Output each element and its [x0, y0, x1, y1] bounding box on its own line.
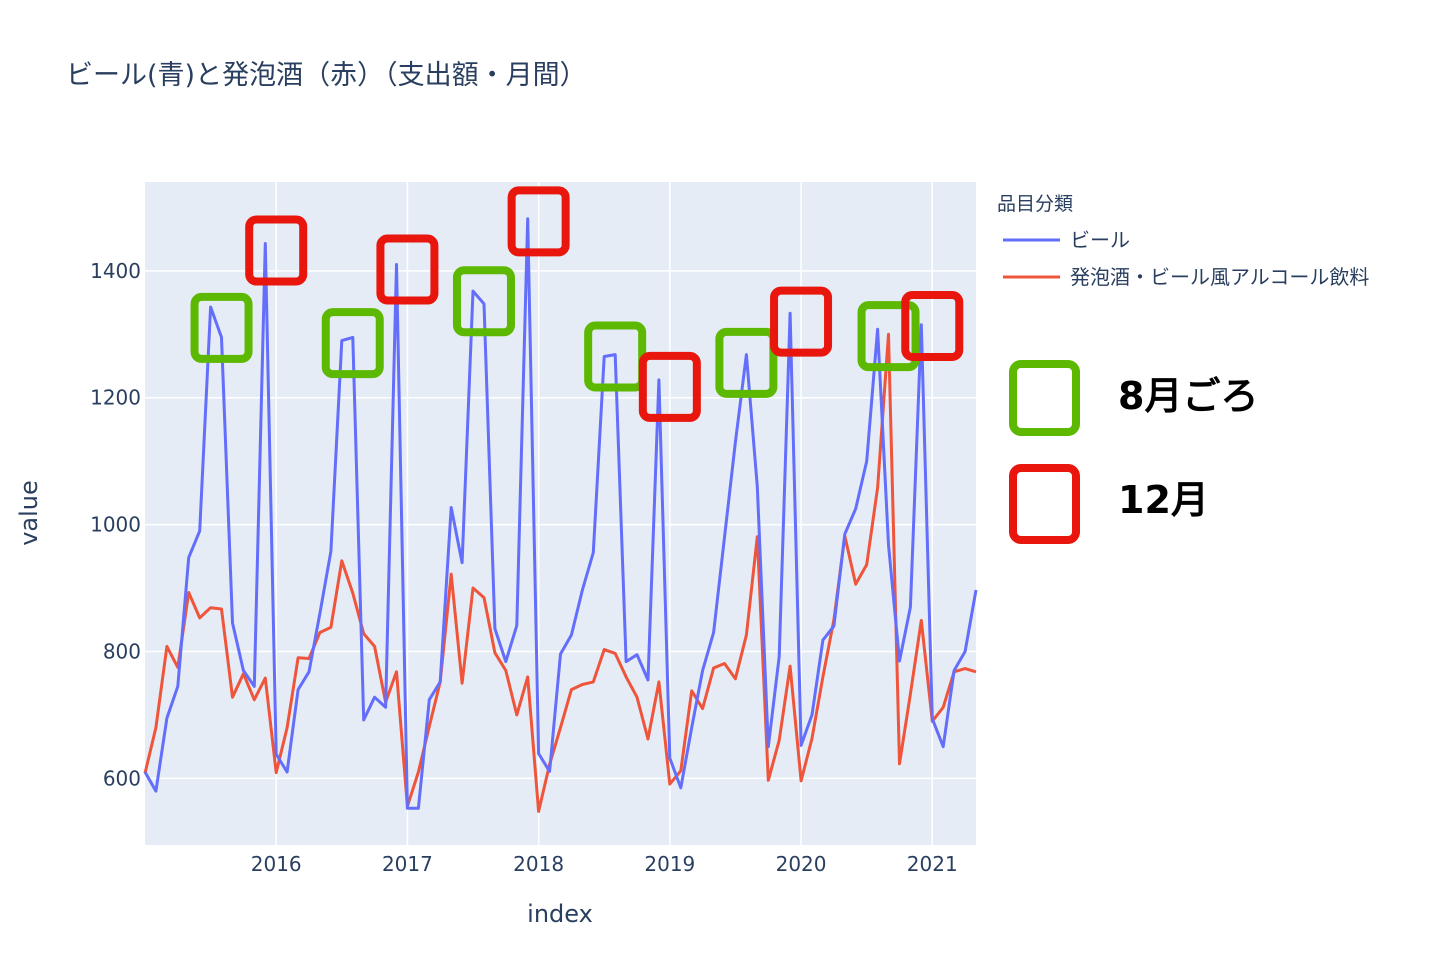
green-highlight-box [190, 292, 253, 363]
red-highlight-box [638, 351, 701, 422]
x-tick-label: 2016 [251, 852, 302, 876]
x-tick-label: 2021 [907, 852, 958, 876]
y-tick-label: 1200 [90, 386, 141, 410]
y-tick-label: 1400 [90, 259, 141, 283]
x-tick-label: 2017 [382, 852, 433, 876]
highlight-boxes [190, 186, 964, 422]
red-box-key-icon [1009, 464, 1080, 544]
series-line-beer [143, 217, 978, 810]
red-highlight-box [507, 186, 570, 257]
x-tick-label: 2020 [776, 852, 827, 876]
legend-title: 品目分類 [997, 193, 1073, 215]
red-highlight-box [901, 291, 964, 362]
green-highlight-box [857, 301, 920, 372]
x-tick-label: 2019 [644, 852, 695, 876]
x-axis-title: index [527, 900, 593, 928]
x-axis: 2016 2017 2018 2019 2020 2021 [251, 852, 958, 876]
annotation-key: 8月ごろ 12月 [1009, 360, 1258, 544]
green-highlight-box [321, 308, 384, 379]
red-highlight-box [770, 286, 833, 357]
chart-title: ビール(青)と発泡酒（赤）（支出額・月間） [66, 60, 587, 91]
legend-label-happoshu[interactable]: 発泡酒・ビール風アルコール飲料 [1070, 265, 1369, 289]
y-tick-label: 800 [103, 639, 141, 663]
x-tick-label: 2018 [513, 852, 564, 876]
red-highlight-box [376, 234, 439, 305]
green-box-key-icon [1009, 360, 1080, 436]
y-axis: 600 800 1000 1200 1400 [90, 259, 141, 791]
red-highlight-box [245, 215, 308, 286]
green-highlight-box [715, 327, 778, 398]
legend-label-beer[interactable]: ビール [1070, 228, 1130, 252]
series [143, 217, 978, 813]
y-tick-label: 1000 [90, 513, 141, 537]
plot-area [145, 182, 976, 845]
y-tick-label: 600 [103, 766, 141, 790]
red-box-label: 12月 [1118, 478, 1209, 522]
legend[interactable]: 品目分類 ビール 発泡酒・ビール風アルコール飲料 [997, 193, 1369, 289]
green-box-label: 8月ごろ [1118, 374, 1258, 418]
y-axis-title: value [15, 480, 43, 546]
green-highlight-box [452, 266, 515, 337]
